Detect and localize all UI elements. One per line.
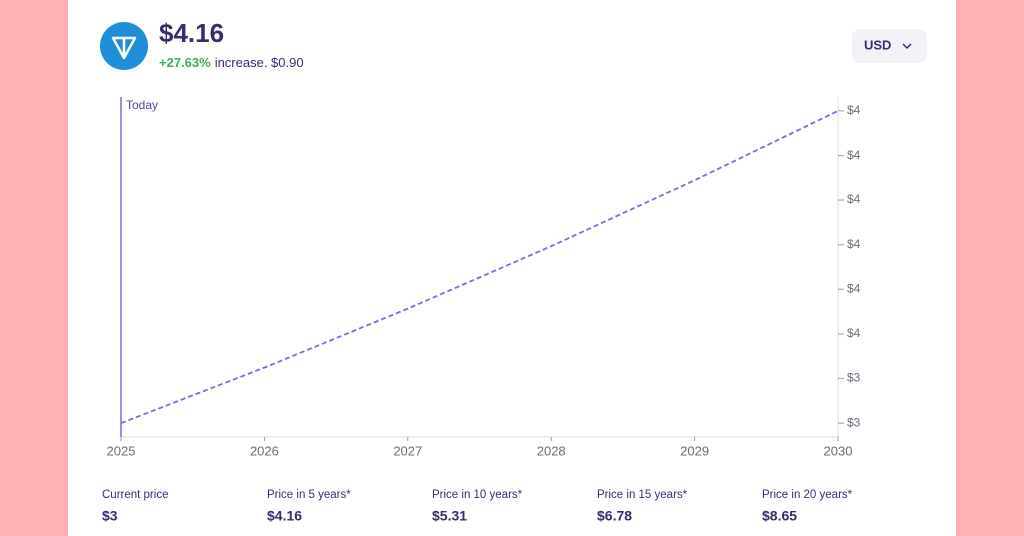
price: $4.16 bbox=[159, 18, 224, 48]
y-tick-label: $4 bbox=[847, 326, 861, 340]
stat-label: Price in 15 years* bbox=[597, 489, 688, 501]
y-tick-label: $4 bbox=[847, 148, 861, 162]
today-label: Today bbox=[126, 98, 158, 112]
change-percent: +27.63% bbox=[159, 55, 211, 70]
x-tick-label: 2030 bbox=[824, 443, 853, 458]
stat-value: $8.65 bbox=[762, 508, 797, 524]
chevron[interactable] bbox=[902, 43, 912, 50]
currency-select[interactable] bbox=[852, 29, 927, 63]
currency-label[interactable]: USD bbox=[864, 37, 891, 52]
y-tick-label: $3 bbox=[847, 415, 861, 429]
y-tick-label: $3 bbox=[847, 371, 861, 385]
price-line bbox=[120, 110, 839, 424]
x-tick-label: 2026 bbox=[250, 443, 279, 458]
y-tick-label: $4 bbox=[847, 192, 861, 206]
plot: $3 $3 $4 $4 $4 $4 $4 $4 2025 2026 2027 2028 2029 2030… bbox=[107, 97, 861, 458]
x-tick-label: 2027 bbox=[393, 443, 422, 458]
stat-value: $5.31 bbox=[432, 508, 467, 524]
logo-glyph bbox=[111, 36, 137, 60]
y-tick-label: $4 bbox=[847, 281, 861, 295]
x-tick-label: 2029 bbox=[680, 443, 709, 458]
stat-value: $6.78 bbox=[597, 508, 632, 524]
x-tick-label: 2025 bbox=[107, 443, 136, 458]
y-tick-label: $4 bbox=[847, 237, 861, 251]
change-line: +27.63% increase. $0.90 bbox=[159, 55, 304, 70]
change-text: increase. $0.90 bbox=[215, 55, 304, 70]
card bbox=[68, 0, 956, 536]
stat-value: $3 bbox=[102, 508, 118, 524]
y-tick-label: $4 bbox=[847, 103, 861, 117]
stat-label: Price in 5 years* bbox=[267, 489, 351, 501]
x-tick-label: 2028 bbox=[537, 443, 566, 458]
stat-label: Price in 20 years* bbox=[762, 489, 853, 501]
stat-value: $4.16 bbox=[267, 508, 302, 524]
stat-label: Current price bbox=[102, 489, 168, 501]
stats: Current price $3 Price in 5 years* $4.16 Pri… bbox=[102, 489, 853, 524]
stat-label: Price in 10 years* bbox=[432, 489, 523, 501]
